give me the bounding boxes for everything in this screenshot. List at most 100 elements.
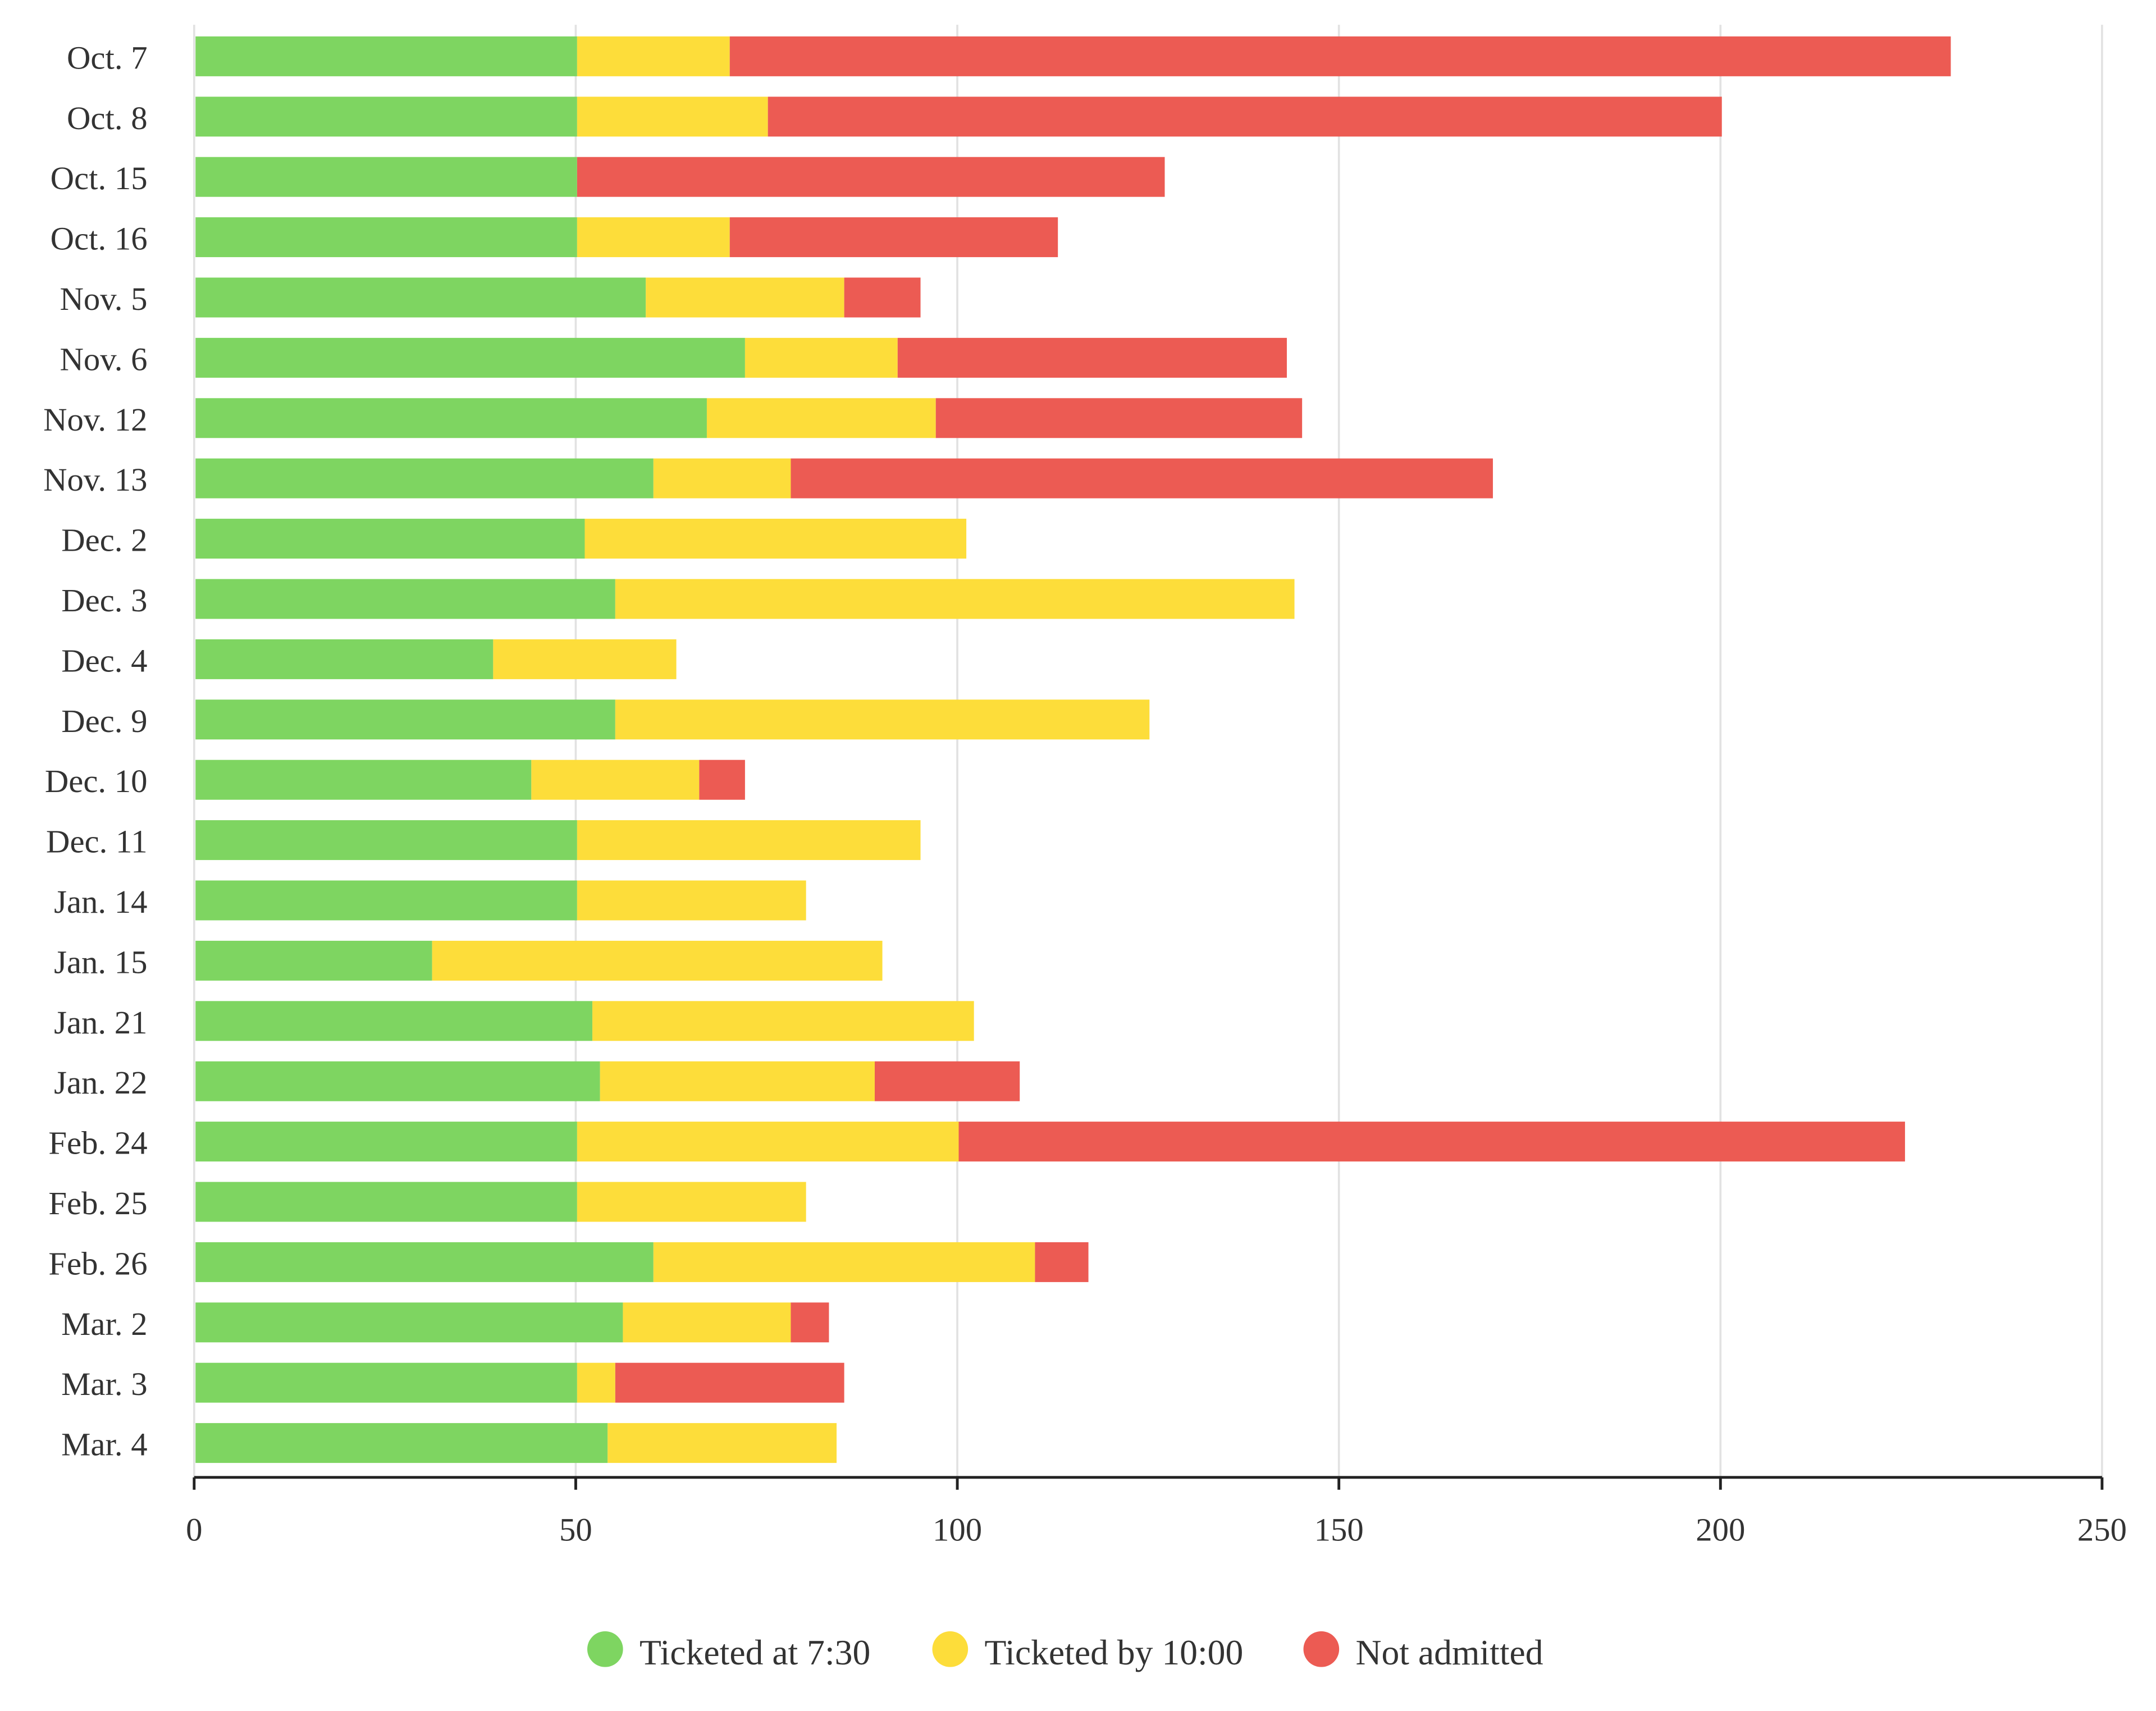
bar-segment [729,36,1951,76]
bar-segment [577,217,730,258]
bar-segment [577,820,921,861]
bar-segment [623,1302,791,1343]
category-label: Nov. 5 [60,281,147,317]
bar-segment [195,157,577,197]
bar-segment [195,398,707,438]
category-label: Jan. 15 [54,944,147,980]
bar-segment [195,1122,577,1162]
bar-segment [195,1001,593,1041]
bar-segment [195,1423,608,1463]
legend-label: Ticketed by 10:00 [985,1632,1244,1672]
bar-segment [577,1182,806,1222]
category-label: Mar. 2 [61,1306,147,1342]
bar-segment [195,579,615,619]
bar-segment [195,1362,577,1403]
bar-segment [791,1302,829,1343]
x-tick-label: 50 [559,1511,592,1548]
bar-segment [195,277,646,318]
bar-segment [577,1362,615,1403]
bar-segment [195,519,585,559]
bar-segment [935,398,1303,438]
category-label: Jan. 22 [54,1064,147,1101]
category-label: Nov. 12 [43,401,148,438]
category-label: Dec. 2 [61,522,147,559]
category-label: Mar. 3 [61,1366,147,1402]
bar-segment [493,639,677,679]
bar-segment [577,157,1165,197]
bar-segment [432,940,883,981]
x-tick-label: 100 [933,1511,982,1548]
bar-segment [195,337,745,378]
bar-segment [577,880,806,921]
bar-segment [195,458,654,498]
legend-marker [587,1631,623,1667]
bar-segment [592,1001,974,1041]
bar-segment [195,639,494,679]
bar-segment [791,458,1493,498]
bar-segment [646,277,844,318]
bar-segment [1035,1242,1089,1282]
bar-segment [577,1122,959,1162]
legend-label: Ticketed at 7:30 [640,1632,870,1672]
category-label: Oct. 8 [67,100,148,136]
bar-segment [195,760,532,800]
bar-segment [744,337,898,378]
bar-segment [653,458,791,498]
bar-segment [195,880,577,921]
bar-segment [584,519,967,559]
legend-label: Not admitted [1356,1632,1543,1672]
bar-segment [844,277,921,318]
bar-segment [577,97,768,137]
bar-segment [699,760,745,800]
x-axis: 0 50 100 150 200 250 [186,1476,2127,1548]
category-label: Feb. 26 [48,1245,147,1282]
category-label: Dec. 9 [61,703,147,739]
bar-segment [195,699,615,740]
legend: Ticketed at 7:30 Ticketed by 10:00 Not adm… [587,1631,1543,1672]
bar-segment [607,1423,837,1463]
bar-segment [195,1182,577,1222]
bar-segment [615,579,1295,619]
bar-segment [874,1061,1020,1101]
category-label: Mar. 4 [61,1426,147,1463]
bar-segment [729,217,1058,258]
bar-segment [195,97,577,137]
x-tick-label: 150 [1314,1511,1364,1548]
category-label: Nov. 13 [43,461,148,498]
category-label: Dec. 11 [46,824,148,860]
bar-segment [615,699,1150,740]
legend-marker [1303,1631,1340,1667]
bar-segment [615,1362,844,1403]
bar-segment [653,1242,1035,1282]
bar-segment [195,820,577,861]
bar-segment [600,1061,875,1101]
category-label: Jan. 14 [54,884,147,920]
bar-segment [958,1122,1905,1162]
category-label: Dec. 10 [45,763,148,799]
category-label: Dec. 4 [61,642,147,679]
x-tick-label: 250 [2077,1511,2127,1548]
category-label: Dec. 3 [61,582,147,619]
bar-segment [195,1302,623,1343]
category-label: Oct. 7 [67,39,148,76]
x-tick-label: 200 [1696,1511,1745,1548]
bar-segment [195,36,577,76]
x-tick-label: 0 [186,1511,202,1548]
bar-segment [706,398,936,438]
bar-segment [768,97,1722,137]
category-label: Oct. 15 [51,160,148,196]
bar-segment [195,940,432,981]
legend-marker [932,1631,969,1667]
gridlines [193,25,2103,1477]
category-labels: Oct. 7 Oct. 8 Oct. 15 Oct. 16 Nov. 5 Nov. 6 No… [43,39,148,1462]
category-label: Jan. 21 [54,1004,147,1041]
bar-segment [195,1242,654,1282]
category-label: Oct. 16 [51,221,148,257]
category-label: Feb. 25 [48,1185,147,1222]
bar-segment [195,217,577,258]
bar-segment [531,760,700,800]
bar-segment [577,36,730,76]
bar-segment [897,337,1287,378]
category-label: Nov. 6 [60,341,147,377]
